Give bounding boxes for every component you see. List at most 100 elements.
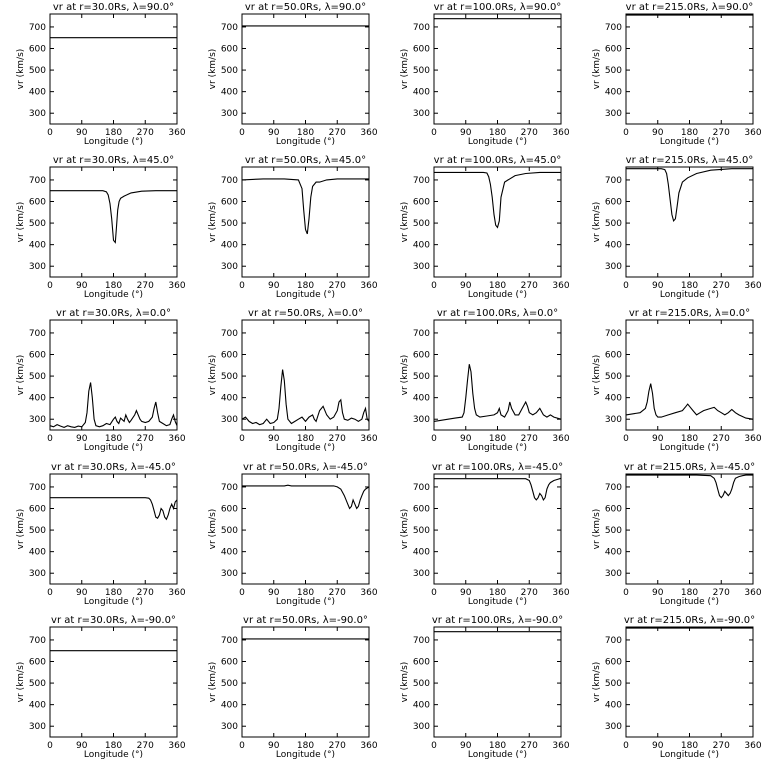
x-tick-label: 180 — [681, 588, 698, 598]
y-tick-label: 600 — [29, 45, 46, 55]
y-tick-label: 600 — [605, 505, 622, 515]
x-tick-label: 180 — [681, 741, 698, 751]
series-line — [626, 474, 753, 499]
y-axis-label: vr (km/s) — [592, 202, 602, 243]
y-tick-label: 500 — [221, 526, 238, 536]
y-tick-label: 500 — [221, 679, 238, 689]
x-tick-label: 270 — [137, 281, 154, 291]
plot-frame — [49, 166, 178, 278]
y-tick-label: 500 — [221, 66, 238, 76]
y-tick-label: 600 — [413, 45, 430, 55]
plot-frame — [625, 166, 754, 278]
x-tick-label: 0 — [431, 588, 437, 598]
y-tick-label: 400 — [413, 88, 430, 98]
y-tick-label: 500 — [413, 219, 430, 229]
x-axis-label: Longitude (°) — [276, 137, 335, 147]
panel-12: 0 90 180 270 360 300 400 500 600 700 Longitude (°)… — [592, 308, 762, 453]
y-tick-label: 600 — [29, 505, 46, 515]
y-tick-label: 600 — [413, 505, 430, 515]
y-tick-label: 600 — [413, 351, 430, 361]
x-tick-label: 270 — [329, 741, 346, 751]
x-tick-label: 0 — [47, 128, 53, 138]
plot-frame — [49, 473, 178, 585]
panel-17: 0 90 180 270 360 300 400 500 600 700 Longitude (°)… — [16, 615, 186, 760]
x-tick-label: 360 — [744, 434, 761, 444]
panel-title: vr at r=30.0Rs, λ=-45.0° — [51, 462, 176, 473]
y-tick-label: 500 — [605, 679, 622, 689]
y-tick-label: 700 — [221, 329, 238, 339]
x-axis-label: Longitude (°) — [276, 290, 335, 300]
y-tick-label: 500 — [29, 526, 46, 536]
x-tick-label: 270 — [329, 434, 346, 444]
x-tick-label: 270 — [329, 588, 346, 598]
y-axis-label: vr (km/s) — [208, 49, 218, 90]
y-tick-label: 700 — [605, 176, 622, 186]
panel-title: vr at r=30.0Rs, λ=0.0° — [56, 308, 171, 319]
y-tick-label: 300 — [221, 722, 238, 732]
panel-8: 0 90 180 270 360 300 400 500 600 700 Longitude (°)… — [592, 155, 762, 300]
x-tick-label: 90 — [460, 434, 472, 444]
x-tick-label: 360 — [168, 588, 185, 598]
y-axis-label: vr (km/s) — [208, 509, 218, 550]
y-tick-label: 500 — [413, 679, 430, 689]
plot-frame — [433, 13, 562, 125]
x-tick-label: 180 — [681, 434, 698, 444]
y-tick-label: 300 — [413, 722, 430, 732]
x-tick-label: 90 — [268, 588, 280, 598]
y-tick-label: 400 — [221, 88, 238, 98]
y-tick-label: 500 — [605, 526, 622, 536]
plot-frame — [433, 626, 562, 738]
panel-15: 0 90 180 270 360 300 400 500 600 700 Longitude (°)… — [400, 462, 570, 607]
y-axis-label: vr (km/s) — [400, 49, 410, 90]
x-tick-label: 180 — [681, 281, 698, 291]
panel-title: vr at r=100.0Rs, λ=90.0° — [434, 2, 562, 13]
y-tick-label: 300 — [605, 262, 622, 272]
series-line — [626, 168, 753, 223]
x-tick-label: 180 — [297, 588, 314, 598]
series-line — [241, 178, 369, 235]
panel-4: 0 90 180 270 360 300 400 500 600 700 Longitude (°)… — [592, 2, 762, 147]
y-tick-label: 600 — [29, 658, 46, 668]
x-tick-label: 90 — [460, 281, 472, 291]
y-tick-label: 700 — [29, 483, 46, 493]
y-tick-label: 500 — [413, 526, 430, 536]
series-line — [50, 190, 177, 244]
y-tick-label: 400 — [605, 701, 622, 711]
plot-frame — [241, 13, 370, 125]
y-tick-label: 400 — [221, 548, 238, 558]
x-tick-label: 360 — [360, 281, 377, 291]
series-line — [433, 364, 562, 422]
y-axis-label: vr (km/s) — [400, 355, 410, 396]
x-axis-label: Longitude (°) — [468, 443, 527, 453]
y-tick-label: 400 — [605, 88, 622, 98]
y-tick-label: 300 — [413, 569, 430, 579]
y-tick-label: 700 — [221, 23, 238, 33]
y-tick-label: 700 — [29, 23, 46, 33]
y-axis-label: vr (km/s) — [400, 202, 410, 243]
x-tick-label: 360 — [552, 128, 569, 138]
x-tick-label: 180 — [297, 281, 314, 291]
y-tick-label: 500 — [221, 372, 238, 382]
y-tick-label: 400 — [221, 394, 238, 404]
y-tick-label: 300 — [29, 415, 46, 425]
y-tick-label: 500 — [413, 372, 430, 382]
series-line — [434, 171, 561, 229]
x-axis-label: Longitude (°) — [84, 750, 143, 760]
x-tick-label: 90 — [76, 588, 88, 598]
panel-19: 0 90 180 270 360 300 400 500 600 700 Longitude (°)… — [400, 615, 570, 760]
y-tick-label: 400 — [413, 241, 430, 251]
x-tick-label: 90 — [460, 741, 472, 751]
x-tick-label: 360 — [552, 741, 569, 751]
y-tick-label: 400 — [29, 548, 46, 558]
y-tick-label: 300 — [29, 569, 46, 579]
panel-3: 0 90 180 270 360 300 400 500 600 700 Longitude (°)… — [400, 2, 570, 147]
y-tick-label: 300 — [29, 722, 46, 732]
x-tick-label: 0 — [239, 741, 245, 751]
y-axis-label: vr (km/s) — [208, 662, 218, 703]
x-tick-label: 360 — [168, 741, 185, 751]
panel-10: 0 90 180 270 360 300 400 500 600 700 Longitude (°)… — [208, 308, 378, 453]
panel-11: 0 90 180 270 360 300 400 500 600 700 Longitude (°)… — [400, 308, 570, 453]
y-tick-label: 400 — [605, 241, 622, 251]
x-tick-label: 0 — [623, 741, 629, 751]
y-tick-label: 600 — [221, 45, 238, 55]
